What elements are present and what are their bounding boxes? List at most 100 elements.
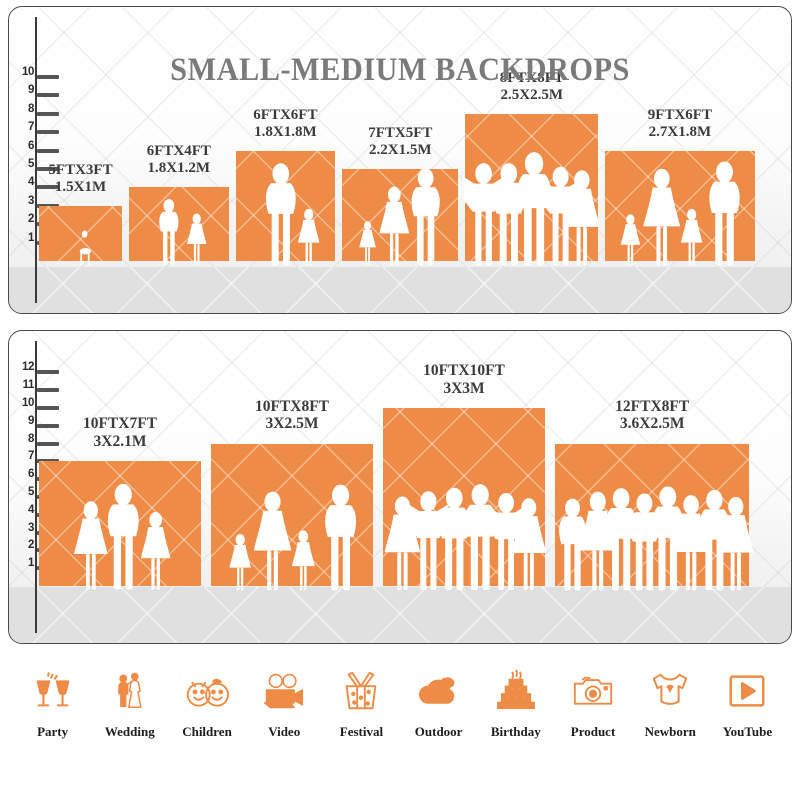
ruler-tick: 5 — [28, 158, 59, 171]
icon-cell-birthday[interactable]: Birthday — [477, 660, 554, 740]
size-bar — [39, 461, 201, 590]
bar-label-imperial: 7FTX5FT — [368, 125, 433, 141]
bar-hatch-pattern — [211, 443, 373, 586]
ruler-tick-label: 9 — [28, 414, 34, 427]
people-silhouettes — [236, 151, 336, 265]
ruler-axis-line — [35, 17, 37, 303]
icon-label: Newborn — [644, 724, 696, 739]
people-silhouettes — [129, 187, 229, 265]
bar-label-metric: 3X2.1M — [93, 433, 147, 451]
bar-hatch-pattern — [555, 443, 750, 586]
icon-cell-wedding[interactable]: Wedding — [91, 660, 168, 740]
bar-group-bottom: 10FTX7FT 3X2.1M 10FTX8FT 3X2.5M 10FTX10FT 3… — [9, 331, 791, 643]
ruler-tick-label: 12 — [22, 361, 34, 374]
ruler-tick-label: 6 — [28, 468, 34, 481]
ruler-tick: 6 — [28, 140, 59, 153]
size-bar — [211, 443, 373, 590]
champagne-glasses-icon — [30, 660, 76, 722]
icon-cell-youtube[interactable]: YouTube — [709, 660, 786, 740]
ruler-tick: 12 — [22, 361, 59, 375]
size-bar — [39, 205, 122, 265]
bar-size-label: 10FTX7FT 3X2.1M — [21, 415, 219, 450]
bar-label-metric: 2.7X1.8M — [648, 123, 712, 140]
bar-label-metric: 2.5X2.5M — [500, 86, 564, 103]
people-silhouettes — [342, 168, 458, 265]
ruler-tick-label: 2 — [28, 539, 34, 552]
icon-cell-outdoor[interactable]: Outdoor — [400, 660, 477, 740]
bar-size-label: 6FTX6FT 1.8X1.8M — [218, 107, 354, 141]
bar-size-label: 8FTX8FT 2.5X2.5M — [447, 70, 616, 104]
bar-label-metric: 1.8X1.8M — [254, 123, 317, 140]
bar-size-label: 6FTX4FT 1.8X1.2M — [111, 143, 247, 177]
ruler-tick-label: 9 — [28, 84, 34, 97]
ruler-tick-label: 8 — [28, 102, 34, 115]
bar-size-label: 9FTX6FT 2.7X1.8M — [587, 107, 772, 141]
icon-cell-children[interactable]: Children — [168, 660, 245, 740]
bar-label-imperial: 9FTX6FT — [647, 106, 712, 123]
ruler-axis-line — [35, 341, 37, 633]
bar-label-metric: 1.8X1.2M — [147, 160, 211, 177]
bar-hatch-pattern — [39, 205, 122, 261]
ruler-tick-label: 7 — [28, 450, 34, 463]
people-silhouettes — [383, 408, 547, 590]
ruler-tick-label: 8 — [28, 432, 34, 445]
bride-groom-icon — [107, 660, 153, 722]
icon-label: Wedding — [104, 724, 155, 739]
camera-icon — [569, 660, 617, 722]
bar-label-imperial: 8FTX8FT — [499, 69, 564, 86]
size-bar — [342, 168, 459, 265]
icon-label: Party — [37, 724, 69, 739]
ruler-tick-label: 2 — [28, 213, 34, 226]
ruler-tick-label: 5 — [28, 158, 34, 170]
birthday-cake-icon — [493, 660, 539, 722]
bar-label-imperial: 10FTX10FT — [423, 362, 505, 379]
bar-label-imperial: 6FTX6FT — [253, 106, 318, 123]
bar-hatch-pattern — [235, 150, 336, 261]
bar-hatch-pattern — [605, 150, 755, 261]
bar-size-label: 7FTX5FT 2.2X1.5M — [324, 125, 476, 159]
size-bar — [459, 113, 601, 265]
bar-label-metric: 3X2.5M — [265, 415, 319, 433]
ruler-tick: 9 — [28, 415, 59, 428]
bar-hatch-pattern — [129, 187, 229, 261]
bar-label-metric: 1.5X1M — [54, 178, 107, 195]
ruler-tick-label: 10 — [22, 66, 34, 78]
bar-label-metric: 3.6X2.5M — [619, 415, 685, 433]
ruler-tick: 11 — [23, 379, 59, 393]
ruler-tick: 8 — [28, 433, 59, 446]
bar-label-imperial: 10FTX8FT — [254, 397, 330, 415]
people-silhouettes — [459, 114, 601, 265]
size-bar — [129, 187, 229, 265]
icon-label: YouTube — [722, 724, 773, 739]
icon-cell-newborn[interactable]: Newborn — [632, 660, 709, 740]
bar-hatch-pattern — [383, 408, 545, 586]
icon-cell-festival[interactable]: Festival — [323, 660, 400, 740]
people-silhouettes — [39, 206, 122, 265]
ruler-tick: 10 — [22, 66, 59, 79]
bar-label-imperial: 10FTX7FT — [82, 415, 158, 433]
gift-box-icon — [338, 660, 384, 722]
ruler-tick-label: 3 — [28, 194, 34, 207]
bottom-size-chart-panel: 1 2 3 4 5 6 7 8 9 10 11 12 10FTX7FT 3X2.1M 10FTX8FT 3… — [8, 330, 792, 644]
size-bar — [605, 150, 755, 265]
ruler-tick-label: 4 — [28, 503, 34, 516]
icon-label: Children — [182, 724, 232, 739]
usage-icon-strip: Party Wedding Children Video Festival Ou… — [0, 660, 800, 770]
ruler-tick-label: 5 — [28, 486, 34, 498]
bar-label-metric: 2.2X1.5M — [369, 142, 432, 159]
bar-hatch-pattern — [39, 461, 201, 586]
ruler-tick-label: 10 — [22, 397, 34, 409]
ruler-tick: 8 — [28, 103, 59, 116]
ruler-tick: 7 — [28, 121, 59, 135]
page-title: SMALL-MEDIUM BACKDROPS — [170, 52, 630, 89]
ruler-tick-label: 4 — [28, 176, 34, 189]
ruler-tick: 4 — [28, 176, 59, 190]
size-bar — [235, 150, 336, 265]
icon-label: Outdoor — [414, 724, 463, 739]
icon-cell-product[interactable]: Product — [554, 660, 631, 740]
icon-cell-party[interactable]: Party — [14, 660, 91, 740]
icon-cell-video[interactable]: Video — [246, 660, 323, 740]
size-bar — [383, 408, 547, 590]
people-silhouettes — [555, 444, 754, 590]
